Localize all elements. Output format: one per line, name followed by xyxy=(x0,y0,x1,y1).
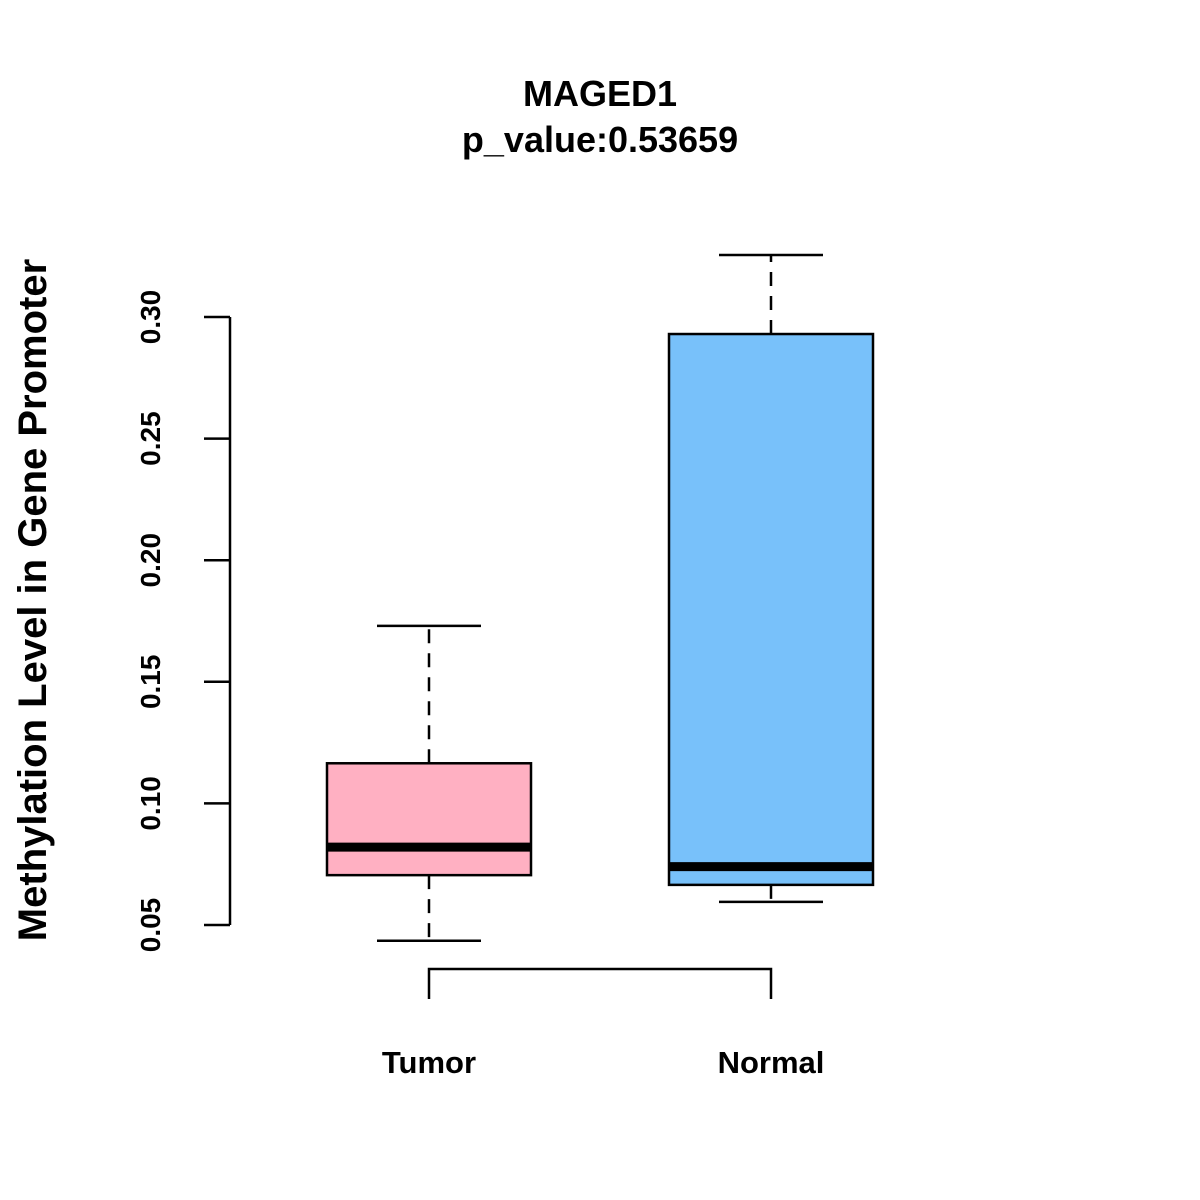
box-tumor xyxy=(325,624,533,943)
y-axis-label: Methylation Level in Gene Promoter xyxy=(11,259,55,941)
iqr-box xyxy=(667,332,875,887)
comparison-bracket xyxy=(427,967,773,999)
y-tick-label: 0.25 xyxy=(135,411,166,466)
box-normal xyxy=(667,253,875,904)
x-axis-labels: Tumor Normal xyxy=(382,1045,824,1080)
boxes xyxy=(325,253,875,943)
y-tick-label: 0.10 xyxy=(135,776,166,831)
bracket-line xyxy=(427,967,773,999)
y-tick-label: 0.15 xyxy=(135,655,166,710)
x-category-label: Normal xyxy=(718,1045,825,1080)
iqr-box xyxy=(325,762,533,877)
y-axis: 0.05 0.10 0.15 0.20 0.25 0.30 xyxy=(135,290,232,953)
x-category-label: Tumor xyxy=(382,1045,476,1080)
y-tick-label: 0.05 xyxy=(135,898,166,953)
y-tick-label: 0.20 xyxy=(135,533,166,588)
chart-subtitle: p_value:0.53659 xyxy=(462,119,738,160)
chart-title: MAGED1 xyxy=(523,73,677,114)
y-tick-label: 0.30 xyxy=(135,290,166,345)
